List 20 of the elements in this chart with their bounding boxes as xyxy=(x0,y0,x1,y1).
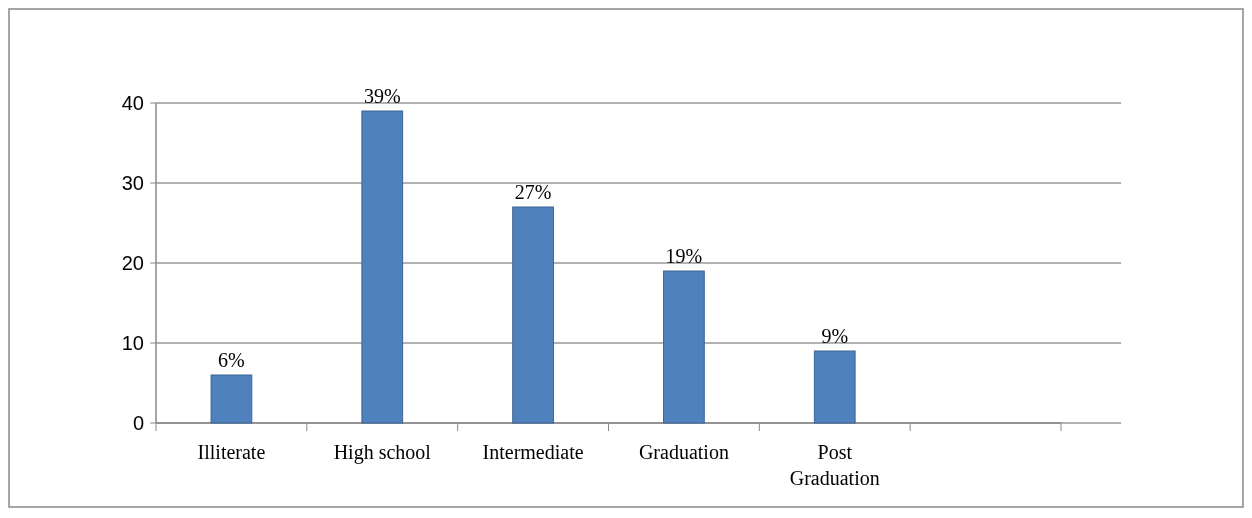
y-tick-label: 40 xyxy=(121,92,144,114)
bar xyxy=(512,206,554,424)
data-label: 27% xyxy=(514,181,552,203)
data-label: 6% xyxy=(218,349,245,371)
y-tick-label: 10 xyxy=(121,332,144,354)
bar xyxy=(210,374,253,424)
x-tick-label: Illiterate xyxy=(197,441,266,463)
y-tick-label: 30 xyxy=(121,172,144,194)
data-label: 19% xyxy=(665,245,703,267)
x-tick-label: High school xyxy=(333,441,432,464)
bar xyxy=(663,270,705,424)
data-label: 9% xyxy=(821,325,849,347)
x-tick-label: Post Graduation xyxy=(789,441,880,489)
y-tick-label: 20 xyxy=(121,252,144,274)
data-label: 39% xyxy=(363,85,401,107)
x-tick-label: Intermediate xyxy=(482,441,584,463)
x-tick-label: Graduation xyxy=(638,441,729,463)
bar xyxy=(361,110,404,424)
bar xyxy=(813,350,856,424)
y-tick-label: 0 xyxy=(132,412,144,434)
